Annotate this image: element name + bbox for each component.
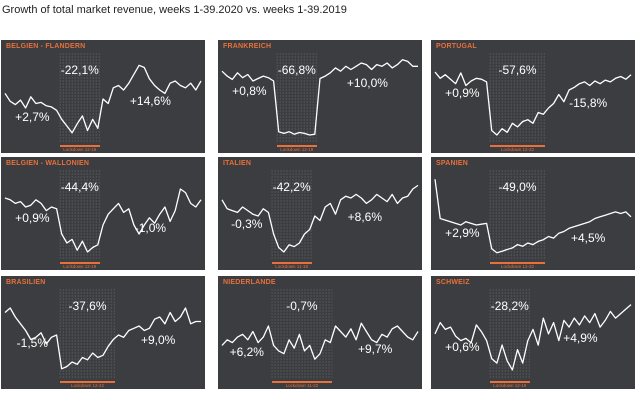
panel-title: PORTUGAL <box>436 43 477 50</box>
series-line <box>4 188 202 253</box>
chart-plot <box>434 170 632 259</box>
lockdown-bar <box>489 262 546 264</box>
series-line <box>434 71 632 136</box>
chart-panel: BELGIEN - FLANDERN +2,7% -22,1% +14,6% Lockd… <box>1 40 205 153</box>
panel-title: BELGIEN - FLANDERN <box>6 43 86 50</box>
label-after-lockdown: +9,7% <box>357 342 393 357</box>
chart-plot <box>221 289 419 378</box>
label-before-lockdown: +0,9% <box>15 211 50 226</box>
panel-title: NIEDERLANDE <box>223 279 276 286</box>
chart-plot <box>221 170 419 259</box>
label-during-lockdown: -28,2% <box>490 299 529 313</box>
series-line <box>221 59 418 136</box>
lockdown-band <box>59 289 116 378</box>
page-title: Growth of total market revenue, weeks 1-… <box>2 4 347 16</box>
lockdown-caption: Lockdown 12-19 <box>63 264 97 269</box>
chart-panel: NIEDERLANDE +6,2% -0,7% +9,7% Lockdown 11-22 <box>218 276 422 389</box>
lockdown-caption: Lockdown 11-18 <box>275 264 308 269</box>
chart-panel: BRASILIEN -1,5% -37,6% +9,0% Lockdown 12-22 <box>1 276 205 389</box>
panel-title: SCHWEIZ <box>436 279 470 286</box>
label-during-lockdown: -49,0% <box>498 180 537 194</box>
chart-panel: FRANKREICH +0,8% -66,8% +10,0% Lockdown 12-1… <box>218 40 422 153</box>
label-during-lockdown: -37,6% <box>68 299 107 313</box>
lockdown-caption: Lockdown 12-22 <box>71 383 105 388</box>
lockdown-bar <box>59 262 100 264</box>
label-before-lockdown: +0,9% <box>445 85 480 100</box>
panel-title: SPANIEN <box>436 160 468 167</box>
label-during-lockdown: -44,4% <box>60 180 99 194</box>
lockdown-band <box>271 289 333 378</box>
label-before-lockdown: +0,6% <box>445 340 480 355</box>
lockdown-band <box>59 53 100 142</box>
panel-title: ITALIEN <box>223 160 252 167</box>
lockdown-bar <box>489 381 530 383</box>
label-after-lockdown: +8,6% <box>347 209 383 224</box>
lockdown-caption: Lockdown 12-19 <box>493 383 527 388</box>
label-after-lockdown: +4,9% <box>563 330 598 345</box>
panel-title: BELGIEN - WALLONIEN <box>6 160 90 167</box>
chart-panel: BELGIEN - WALLONIEN +0,9% -44,4% -1,0% Lockd… <box>1 157 205 270</box>
label-after-lockdown: +4,5% <box>570 231 606 246</box>
chart-panel: PORTUGAL +0,9% -57,6% -15,8% Lockdown 12-22 <box>431 40 635 153</box>
label-during-lockdown: -42,2% <box>272 180 311 194</box>
chart-plot <box>434 53 632 142</box>
lockdown-bar <box>59 381 116 383</box>
series-line <box>434 179 632 254</box>
label-before-lockdown: -0,3% <box>231 217 263 232</box>
lockdown-bar <box>489 145 546 147</box>
lockdown-band <box>489 289 530 378</box>
chart-plot <box>221 53 418 142</box>
label-after-lockdown: +10,0% <box>346 76 388 91</box>
label-during-lockdown: -66,8% <box>277 63 316 77</box>
series-line <box>221 322 419 360</box>
label-after-lockdown: +14,6% <box>129 93 171 108</box>
series-line <box>4 307 201 370</box>
chart-plot <box>434 289 632 378</box>
series-line <box>434 304 632 371</box>
label-before-lockdown: +2,7% <box>15 109 50 124</box>
lockdown-band <box>276 53 317 142</box>
label-before-lockdown: +6,2% <box>229 344 264 359</box>
lockdown-caption: Lockdown 12-19 <box>63 147 97 152</box>
lockdown-band <box>271 170 312 259</box>
lockdown-caption: Lockdown 11-22 <box>285 383 319 388</box>
lockdown-caption: Lockdown 12-22 <box>501 147 535 152</box>
label-before-lockdown: -1,5% <box>16 335 49 350</box>
lockdown-bar <box>271 381 333 383</box>
label-before-lockdown: +0,8% <box>232 83 267 98</box>
chart-panel: SCHWEIZ +0,6% -28,2% +4,9% Lockdown 12-19 <box>431 276 635 389</box>
label-during-lockdown: -0,7% <box>286 299 318 313</box>
chart-panel: SPANIEN +2,9% -49,0% +4,5% Lockdown 12-22 <box>431 157 635 270</box>
lockdown-caption: Lockdown 12-19 <box>280 147 314 152</box>
label-during-lockdown: -57,6% <box>498 63 537 77</box>
label-during-lockdown: -22,1% <box>60 63 99 77</box>
lockdown-band <box>489 170 546 259</box>
chart-panel: ITALIEN -0,3% -42,2% +8,6% Lockdown 11-18 <box>218 157 422 270</box>
chart-plot <box>4 53 202 142</box>
label-before-lockdown: +2,9% <box>445 225 480 240</box>
panel-title: BRASILIEN <box>6 279 46 286</box>
lockdown-band <box>489 53 546 142</box>
label-after-lockdown: -15,8% <box>569 95 608 110</box>
lockdown-bar <box>276 145 317 147</box>
lockdown-caption: Lockdown 12-22 <box>501 264 535 269</box>
lockdown-band <box>59 170 100 259</box>
series-line <box>221 184 419 253</box>
label-after-lockdown: -1,0% <box>134 221 167 236</box>
series-line <box>4 64 202 134</box>
panel-title: FRANKREICH <box>223 43 272 50</box>
chart-plot <box>4 170 202 259</box>
chart-plot <box>4 289 201 378</box>
lockdown-bar <box>271 262 312 264</box>
lockdown-bar <box>59 145 100 147</box>
label-after-lockdown: +9,0% <box>140 332 176 347</box>
